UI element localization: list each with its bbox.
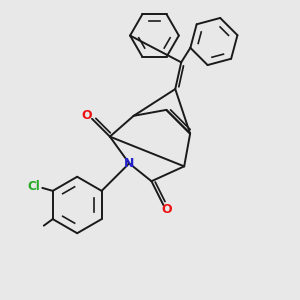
Text: Cl: Cl: [28, 180, 40, 193]
Text: O: O: [162, 203, 172, 216]
Text: O: O: [82, 109, 92, 122]
Text: N: N: [124, 157, 135, 170]
